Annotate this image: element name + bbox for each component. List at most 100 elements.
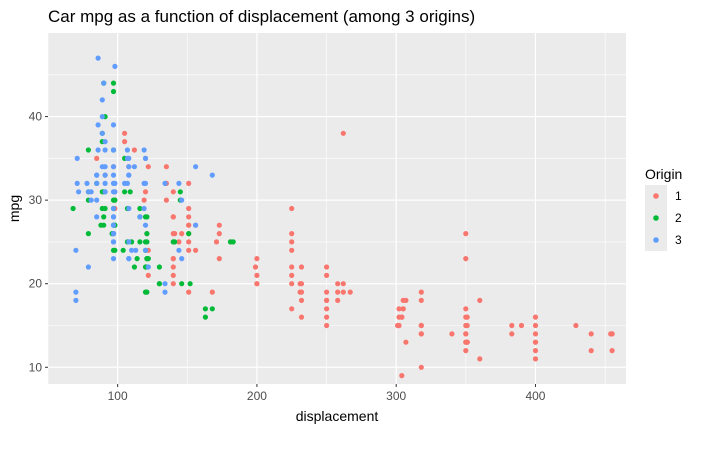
y-tick-label: 40 xyxy=(29,110,43,124)
data-point-origin-2 xyxy=(110,88,117,95)
data-point-origin-3 xyxy=(94,214,100,220)
data-point-origin-3 xyxy=(193,222,199,228)
legend: Origin 1 2 3 xyxy=(645,166,682,251)
data-point-origin-1 xyxy=(170,281,176,287)
legend-marker-3 xyxy=(653,237,659,243)
data-point-origin-1 xyxy=(400,306,406,312)
data-point-origin-3 xyxy=(124,180,130,186)
y-tick-label: 20 xyxy=(29,277,43,291)
legend-label-1: 1 xyxy=(675,189,682,203)
data-point-origin-3 xyxy=(179,256,185,262)
data-point-origin-2 xyxy=(202,314,208,320)
data-point-origin-1 xyxy=(289,272,295,278)
data-point-origin-1 xyxy=(186,214,192,220)
data-point-origin-3 xyxy=(142,247,149,253)
data-point-origin-3 xyxy=(126,205,132,212)
data-point-origin-3 xyxy=(126,172,132,178)
data-point-origin-1 xyxy=(324,322,330,329)
data-point-origin-1 xyxy=(463,231,469,237)
data-point-origin-3 xyxy=(110,205,117,212)
data-point-origin-1 xyxy=(94,155,100,161)
data-point-origin-3 xyxy=(126,155,132,161)
legend-label-3: 3 xyxy=(675,233,682,247)
data-point-origin-2 xyxy=(134,256,140,262)
data-point-origin-3 xyxy=(88,197,94,203)
data-point-origin-1 xyxy=(172,231,178,237)
data-point-origin-1 xyxy=(216,231,222,237)
data-point-origin-3 xyxy=(142,222,149,228)
data-point-origin-1 xyxy=(463,348,469,354)
data-point-origin-1 xyxy=(254,281,260,287)
data-point-origin-3 xyxy=(142,155,149,161)
data-point-origin-3 xyxy=(94,197,100,203)
data-point-origin-3 xyxy=(162,289,168,295)
data-point-origin-3 xyxy=(112,63,118,69)
data-point-origin-2 xyxy=(202,306,208,312)
data-point-origin-1 xyxy=(418,322,424,329)
data-point-origin-3 xyxy=(110,222,117,228)
data-point-origin-1 xyxy=(131,147,137,153)
data-point-origin-1 xyxy=(588,331,594,337)
data-point-origin-3 xyxy=(95,122,101,128)
data-point-origin-1 xyxy=(179,231,185,237)
legend-title: Origin xyxy=(645,166,682,182)
data-point-origin-2 xyxy=(101,214,107,220)
data-point-origin-1 xyxy=(298,297,305,303)
data-point-origin-1 xyxy=(463,306,469,312)
data-point-origin-3 xyxy=(102,147,108,153)
data-point-origin-1 xyxy=(170,264,176,270)
data-point-origin-1 xyxy=(588,348,594,354)
y-axis-ticks: 10 20 30 40 xyxy=(29,110,48,374)
data-point-origin-3 xyxy=(94,180,100,186)
data-point-origin-1 xyxy=(170,214,176,220)
data-point-origin-1 xyxy=(163,197,169,203)
x-axis-title: displacement xyxy=(296,408,379,424)
data-point-origin-1 xyxy=(289,231,295,237)
data-point-origin-1 xyxy=(532,348,539,354)
x-tick-label: 200 xyxy=(247,389,267,403)
data-point-origin-1 xyxy=(509,322,515,329)
data-point-origin-2 xyxy=(85,147,91,153)
data-point-origin-3 xyxy=(162,281,168,287)
data-point-origin-1 xyxy=(347,289,353,295)
data-point-origin-3 xyxy=(145,264,151,270)
data-point-origin-3 xyxy=(131,164,137,170)
data-point-origin-3 xyxy=(74,180,80,186)
data-point-origin-3 xyxy=(85,264,91,270)
data-point-origin-1 xyxy=(324,306,330,312)
data-point-origin-1 xyxy=(289,205,295,212)
data-point-origin-1 xyxy=(477,356,483,362)
data-point-origin-1 xyxy=(289,239,295,245)
data-point-origin-3 xyxy=(101,80,107,86)
chart-title: Car mpg as a function of displacement (a… xyxy=(48,7,476,26)
data-point-origin-3 xyxy=(99,114,105,120)
data-point-origin-3 xyxy=(133,247,139,253)
data-point-origin-2 xyxy=(127,189,133,195)
data-point-origin-2 xyxy=(137,239,143,245)
data-point-origin-2 xyxy=(179,281,185,287)
data-point-origin-3 xyxy=(99,97,105,103)
data-point-origin-3 xyxy=(110,239,117,245)
data-point-origin-1 xyxy=(254,272,260,278)
data-point-origin-2 xyxy=(177,189,183,195)
data-point-origin-3 xyxy=(137,214,143,220)
data-point-origin-2 xyxy=(145,256,151,262)
data-point-origin-1 xyxy=(463,331,469,337)
data-point-origin-3 xyxy=(73,289,79,295)
data-point-origin-1 xyxy=(449,331,455,337)
data-point-origin-3 xyxy=(88,189,94,195)
data-point-origin-1 xyxy=(418,364,424,370)
data-point-origin-2 xyxy=(144,214,150,220)
data-point-origin-1 xyxy=(518,322,525,329)
data-point-origin-1 xyxy=(213,239,220,245)
data-point-origin-2 xyxy=(112,197,118,203)
data-point-origin-2 xyxy=(98,222,104,228)
data-point-origin-3 xyxy=(76,189,82,195)
data-point-origin-1 xyxy=(170,256,176,262)
data-point-origin-3 xyxy=(102,189,108,195)
data-point-origin-1 xyxy=(170,189,176,195)
x-axis-ticks: 100 200 300 400 xyxy=(108,384,546,403)
data-point-origin-3 xyxy=(102,172,108,178)
data-point-origin-3 xyxy=(126,256,132,262)
